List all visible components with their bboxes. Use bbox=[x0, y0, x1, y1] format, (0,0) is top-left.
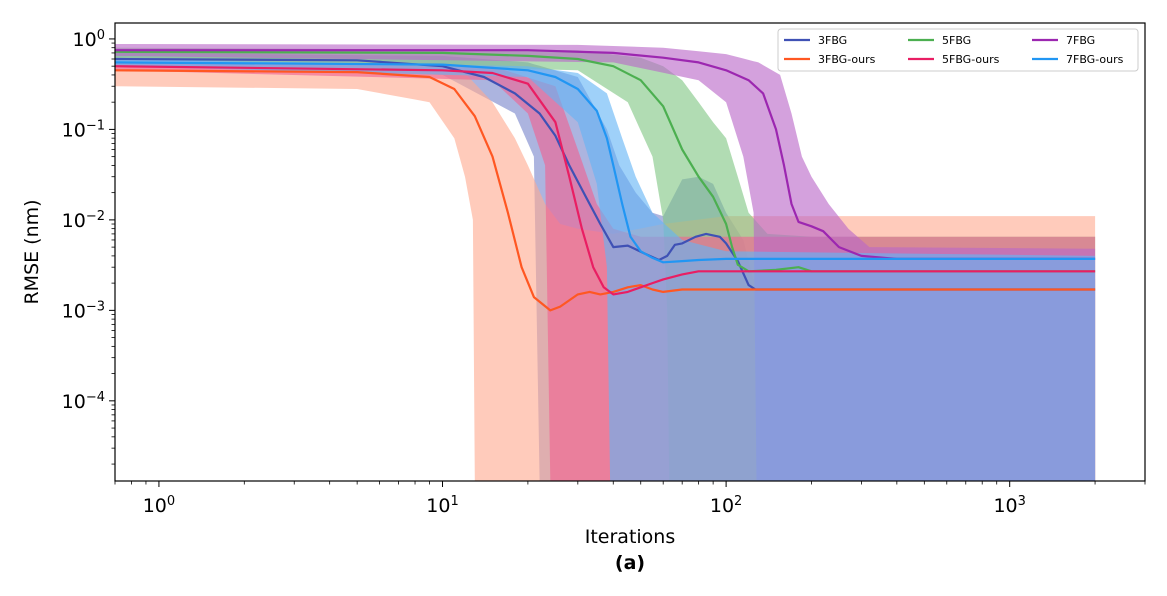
x-tick-label: 102 bbox=[710, 494, 742, 518]
legend-entry-label: 7FBG-ours bbox=[1066, 53, 1124, 66]
line-5fbg-ours bbox=[115, 65, 1096, 296]
line-7fbg bbox=[115, 49, 1096, 260]
y-tick-label: 10−2 bbox=[62, 208, 105, 232]
x-tick-label: 100 bbox=[143, 494, 175, 518]
legend-entry-label: 3FBG-ours bbox=[818, 53, 876, 66]
y-tick-label: 100 bbox=[73, 27, 105, 51]
line-7fbg-ours bbox=[115, 61, 1096, 264]
line-5fbg bbox=[115, 50, 1096, 273]
legend-entry-label: 7FBG bbox=[1066, 34, 1095, 47]
band-7fbg-ours bbox=[115, 59, 1096, 481]
axes: 100 101 102 103 10−4 10−3 10−2 10−1 100 bbox=[62, 27, 1146, 518]
x-tick-label: 101 bbox=[426, 494, 458, 518]
plot-frame bbox=[114, 22, 1146, 482]
figure-sublabel: (a) bbox=[615, 552, 645, 574]
y-tick-label: 10−3 bbox=[62, 299, 105, 323]
y-tick-label: 10−4 bbox=[62, 389, 105, 413]
x-axis-label: Iterations bbox=[585, 526, 676, 548]
legend-entry-label: 5FBG-ours bbox=[942, 53, 1000, 66]
legend-entry-label: 5FBG bbox=[942, 34, 971, 47]
y-axis-label: RMSE (nm) bbox=[21, 199, 43, 304]
y-tick-label: 10−1 bbox=[62, 118, 105, 142]
plot-area bbox=[115, 44, 1096, 481]
x-tick-label: 103 bbox=[993, 494, 1025, 518]
legend-entry-label: 3FBG bbox=[818, 34, 847, 47]
line-3fbg-ours bbox=[115, 69, 1096, 312]
legend: 3FBG 3FBG-ours 5FBG 5FBG-ours 7FBG 7FBG-ours bbox=[777, 28, 1139, 72]
